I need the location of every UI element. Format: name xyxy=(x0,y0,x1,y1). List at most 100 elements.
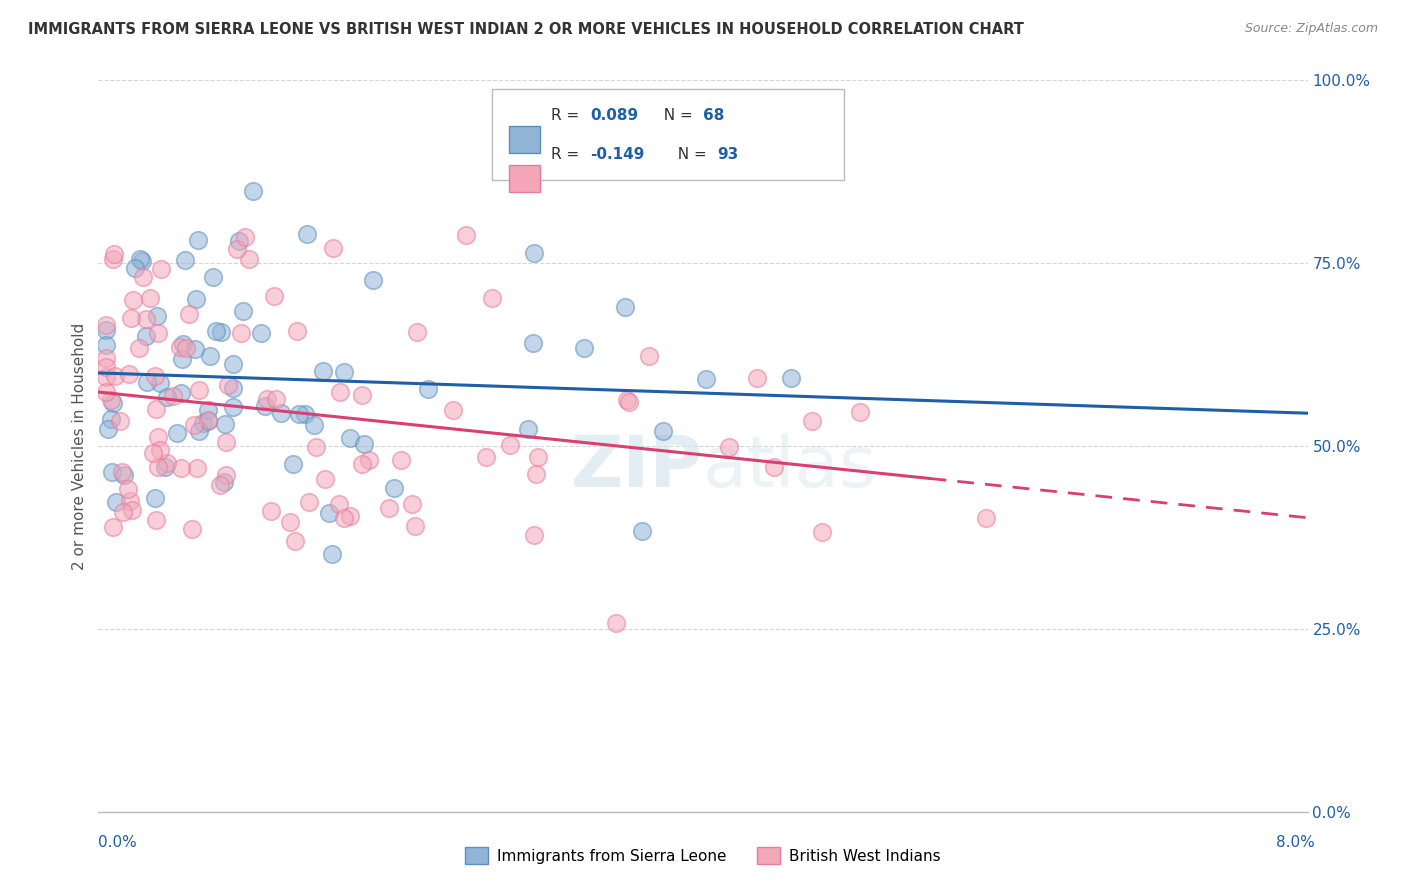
Point xyxy=(253,399,276,413)
Point xyxy=(188,425,211,439)
Point xyxy=(94,323,117,337)
Point xyxy=(174,253,197,268)
Point xyxy=(112,467,135,482)
Point xyxy=(103,247,125,261)
Point xyxy=(304,417,326,432)
Point xyxy=(184,292,207,306)
Point xyxy=(695,372,717,386)
Point xyxy=(170,385,193,400)
Point xyxy=(222,381,245,395)
Point xyxy=(974,511,997,525)
Point xyxy=(215,434,238,449)
Point xyxy=(298,495,321,509)
Point xyxy=(717,441,740,455)
Text: 93: 93 xyxy=(717,147,738,161)
Text: N =: N = xyxy=(668,147,711,161)
Point xyxy=(212,475,235,490)
Point xyxy=(359,453,381,467)
Point xyxy=(94,360,117,375)
Point xyxy=(143,491,166,505)
Point xyxy=(214,417,236,431)
Point xyxy=(155,459,177,474)
Point xyxy=(124,261,146,276)
Point xyxy=(197,414,219,428)
Point xyxy=(94,338,117,352)
Point xyxy=(295,227,318,241)
Point xyxy=(651,424,673,438)
Point xyxy=(117,482,139,496)
Point xyxy=(166,426,188,441)
Point xyxy=(318,506,340,520)
Point xyxy=(232,304,254,318)
Point xyxy=(259,504,281,518)
Point xyxy=(401,497,423,511)
Point xyxy=(198,350,221,364)
Text: ZIP: ZIP xyxy=(571,434,703,502)
Point xyxy=(762,459,785,474)
Text: N =: N = xyxy=(654,108,697,122)
Point xyxy=(118,368,141,382)
Point xyxy=(201,269,224,284)
Point xyxy=(186,460,208,475)
Text: 68: 68 xyxy=(703,108,724,122)
Point xyxy=(418,383,440,397)
Point xyxy=(288,407,311,421)
Point xyxy=(94,318,117,332)
Point xyxy=(616,392,638,407)
Point xyxy=(146,326,169,340)
Y-axis label: 2 or more Vehicles in Household: 2 or more Vehicles in Household xyxy=(72,322,87,570)
Point xyxy=(162,389,184,403)
Point xyxy=(217,377,239,392)
Point xyxy=(136,375,159,389)
Point xyxy=(129,252,152,266)
Point xyxy=(94,385,117,400)
Point xyxy=(97,422,120,436)
Point xyxy=(321,547,343,561)
Point xyxy=(181,522,204,536)
Point xyxy=(328,497,350,511)
Point xyxy=(266,392,288,406)
Point xyxy=(209,325,232,339)
Point xyxy=(145,513,167,527)
Point xyxy=(361,273,384,287)
Point xyxy=(285,324,308,338)
Text: R =: R = xyxy=(551,147,585,161)
Point xyxy=(183,418,205,433)
Point xyxy=(228,234,250,248)
Point xyxy=(631,524,654,538)
Point xyxy=(304,440,326,454)
Point xyxy=(339,508,361,523)
Point xyxy=(149,376,172,390)
Point xyxy=(132,270,155,285)
Point xyxy=(104,495,127,509)
Point xyxy=(176,341,198,355)
Point xyxy=(353,437,375,451)
Point xyxy=(523,245,546,260)
Point xyxy=(135,311,157,326)
Point xyxy=(281,457,304,471)
Point xyxy=(613,300,636,314)
Point xyxy=(156,457,179,471)
Point xyxy=(404,518,426,533)
Point xyxy=(94,370,117,384)
Point xyxy=(103,520,125,534)
Point xyxy=(263,288,285,302)
Point xyxy=(617,395,640,409)
Point xyxy=(122,293,145,307)
Point xyxy=(184,342,207,356)
Point xyxy=(250,326,273,340)
Text: atlas: atlas xyxy=(703,434,877,502)
Point xyxy=(322,241,344,255)
Text: 8.0%: 8.0% xyxy=(1275,836,1315,850)
Point xyxy=(142,446,165,460)
Point xyxy=(311,363,333,377)
Point xyxy=(242,184,264,198)
Point xyxy=(522,335,544,350)
Point xyxy=(572,341,595,355)
Point xyxy=(848,405,870,419)
Point xyxy=(197,402,219,417)
Point xyxy=(222,400,245,414)
Point xyxy=(801,414,824,428)
Point xyxy=(231,326,253,341)
Point xyxy=(172,336,194,351)
